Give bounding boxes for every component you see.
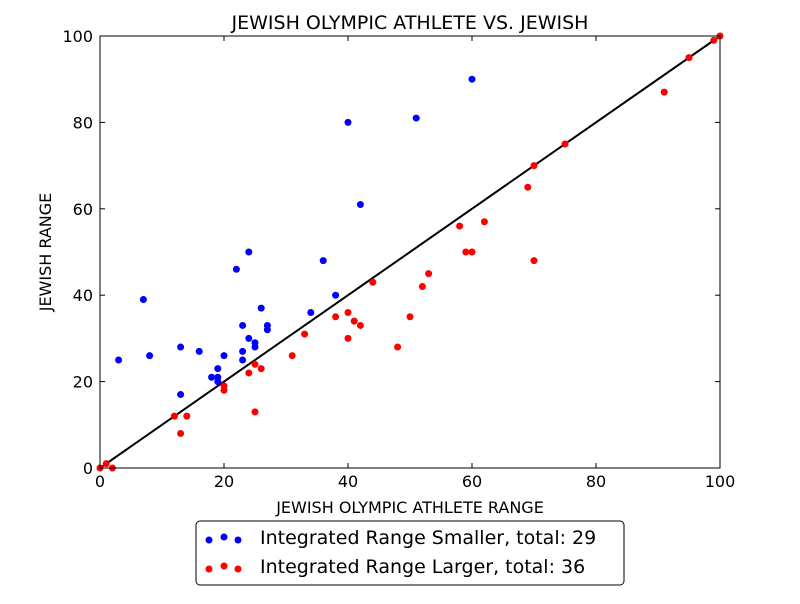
x-tick-label-1: 20 [214,472,234,491]
y-tick-label-3: 60 [73,200,93,219]
data-point-s1-31 [685,54,693,62]
data-point-s0-3 [177,343,185,351]
plot-marks [96,32,724,472]
data-point-s0-25 [344,118,352,126]
data-point-s1-5 [220,386,228,394]
data-point-s1-26 [524,183,532,191]
data-point-s1-2 [177,429,185,437]
data-point-s1-9 [257,365,265,373]
data-point-s0-13 [239,347,247,355]
legend-marker-larger-2 [220,562,228,570]
data-point-s1-12 [332,313,340,321]
data-point-s1-27 [530,162,538,170]
data-point-s0-22 [307,308,315,316]
data-point-s0-9 [214,378,222,386]
data-point-s0-18 [251,343,259,351]
data-point-s0-7 [214,365,222,373]
data-point-s0-10 [220,352,228,360]
data-point-s0-1 [139,296,147,304]
data-point-s0-24 [332,291,340,299]
data-point-s0-26 [356,200,364,208]
x-tick-label-2: 40 [338,472,358,491]
data-point-s1-16 [356,321,364,329]
data-point-s0-19 [257,304,265,312]
y-tick-label-4: 80 [73,113,93,132]
data-point-s0-23 [319,257,327,265]
data-point-s1-24 [468,248,476,256]
reference-line [99,35,721,469]
data-point-s0-15 [245,248,253,256]
data-point-s1-17 [369,278,377,286]
data-point-s0-0 [115,356,123,364]
legend-marker-smaller-3 [234,536,242,544]
data-point-s0-12 [239,321,247,329]
data-point-s1-20 [418,283,426,291]
data-point-s0-21 [263,326,271,334]
legend-box [195,520,625,586]
legend: Integrated Range Smaller, total: 29 Inte… [195,520,625,586]
data-point-s1-13 [344,308,352,316]
y-tick-label-5: 100 [62,27,93,46]
data-point-s1-1 [170,412,178,420]
data-point-s1-35 [710,36,718,44]
x-tick-label-3: 60 [462,472,482,491]
data-point-s1-3 [183,412,191,420]
data-point-s0-11 [232,265,240,273]
x-tick-label-0: 0 [95,472,105,491]
data-point-s0-4 [177,391,185,399]
data-point-s1-21 [425,270,433,278]
legend-marker-smaller-2 [220,533,228,541]
legend-marker-larger-1 [205,565,213,573]
data-point-s1-29 [561,140,569,148]
data-point-s0-2 [146,352,154,360]
data-point-s1-18 [394,343,402,351]
data-point-s1-15 [350,317,358,325]
data-point-s1-7 [251,360,259,368]
y-axis-label: JEWISH RANGE [36,193,55,313]
data-point-s1-6 [245,369,253,377]
x-tick-label-5: 100 [705,472,736,491]
data-point-s1-34 [102,460,110,468]
data-point-s0-16 [245,334,253,342]
data-point-s1-19 [406,313,414,321]
data-point-s1-23 [462,248,470,256]
data-point-s1-22 [456,222,464,230]
data-point-s1-14 [344,334,352,342]
legend-marker-larger-3 [234,565,242,573]
data-point-s0-28 [468,75,476,83]
data-point-s1-28 [530,257,538,265]
legend-marker-smaller-1 [205,536,213,544]
data-point-s1-8 [251,408,259,416]
data-point-s0-5 [195,347,203,355]
y-tick-label-0: 0 [83,459,93,478]
data-point-s1-11 [301,330,309,338]
legend-label-smaller: Integrated Range Smaller, total: 29 [260,527,596,549]
y-tick-label-1: 20 [73,373,93,392]
chart-title: JEWISH OLYMPIC ATHLETE VS. JEWISH [231,12,589,34]
plot-frame [99,35,721,469]
data-point-s0-14 [239,356,247,364]
data-point-s1-10 [288,352,296,360]
x-axis-label: JEWISH OLYMPIC ATHLETE RANGE [275,498,544,517]
data-point-s1-30 [660,88,668,96]
legend-label-larger: Integrated Range Larger, total: 36 [260,556,585,578]
data-point-s0-6 [208,373,216,381]
axis-ticks: 0 20 40 60 80 100 0 20 40 60 80 100 [62,27,735,491]
data-point-s1-25 [480,218,488,226]
data-point-s0-27 [412,114,420,122]
y-tick-label-2: 40 [73,286,93,305]
x-tick-label-4: 80 [586,472,606,491]
